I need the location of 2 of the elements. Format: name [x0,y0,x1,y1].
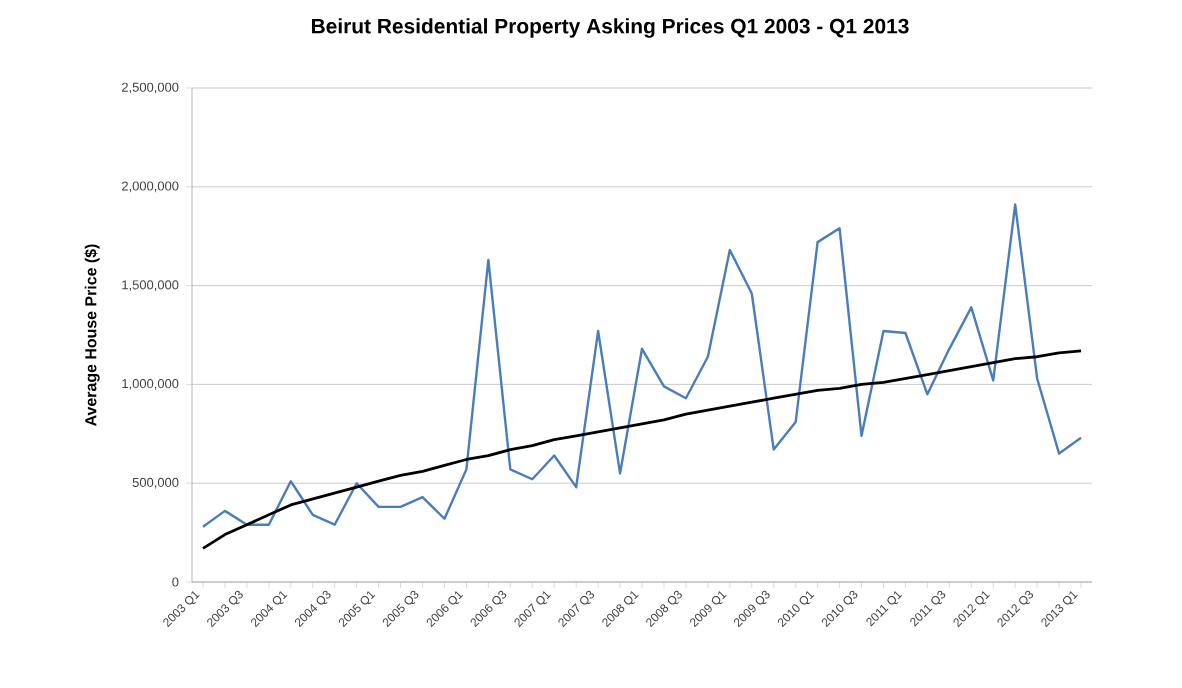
chart-title: Beirut Residential Property Asking Prices Q1 2003 - Q1 2013 [311,18,909,38]
line-series [201,203,1083,528]
